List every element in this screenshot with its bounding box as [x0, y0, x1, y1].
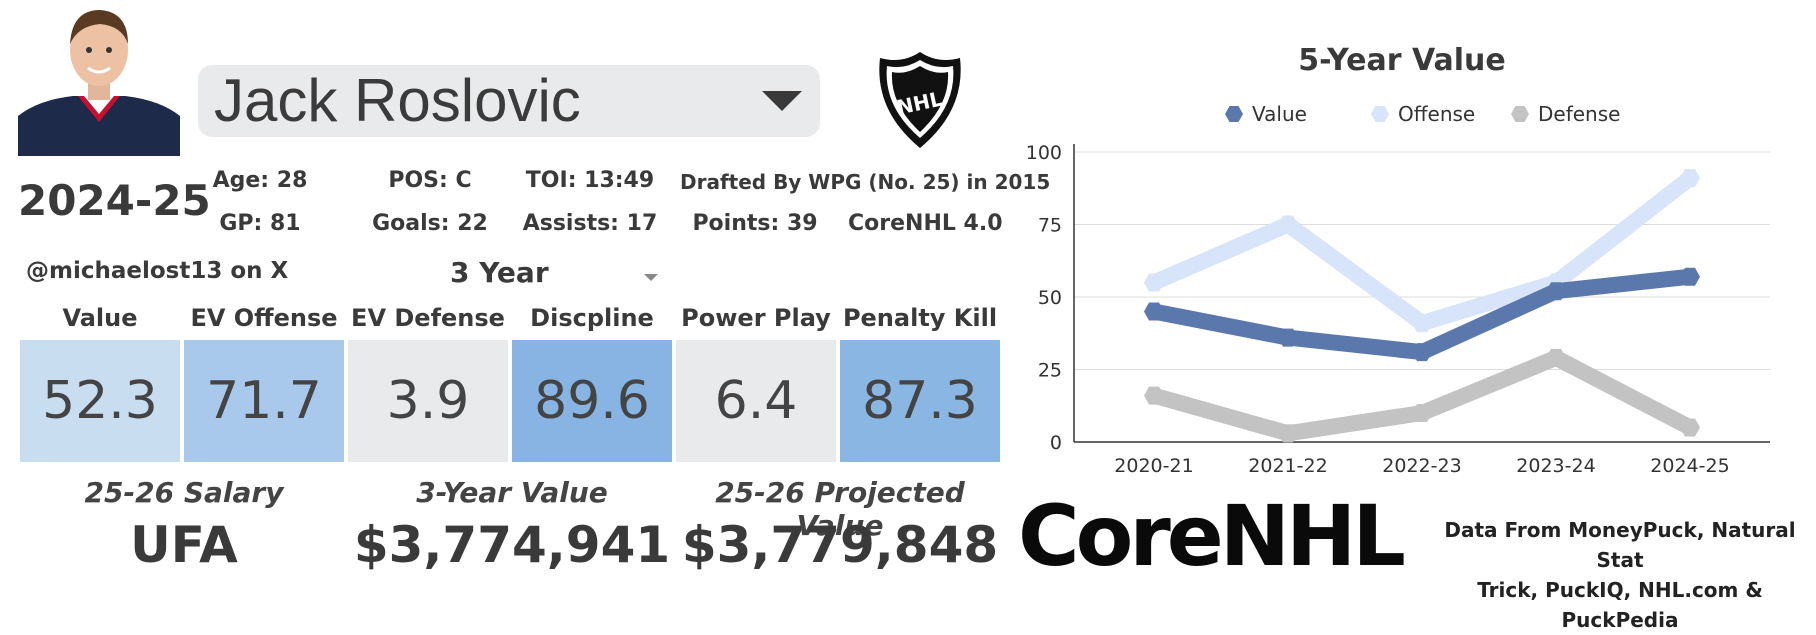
points-stat: Points: 39 — [692, 211, 818, 236]
salary-label: 25-26 Salary — [84, 476, 284, 509]
season-label: 2024-25 — [18, 176, 211, 225]
data-point-defense — [1144, 386, 1164, 405]
data-credit-line-1: Data From MoneyPuck, Natural Stat — [1444, 518, 1796, 572]
pos-stat: POS: C — [388, 168, 472, 193]
y-tick-label: 0 — [1050, 432, 1062, 454]
salary-value: UFA — [130, 516, 238, 574]
chevron-down-icon — [644, 274, 658, 281]
period-select-value: 3 Year — [450, 256, 549, 289]
data-point-value — [1144, 302, 1164, 321]
metric-box-value: 52.3 — [20, 340, 180, 462]
x-tick-label: 2021-22 — [1248, 455, 1327, 477]
metric-label-value: Value — [62, 304, 138, 332]
metric-label-power-play: Power Play — [681, 304, 831, 332]
toi-stat: TOI: 13:49 — [525, 168, 655, 193]
data-point-defense — [1546, 348, 1566, 367]
y-tick-label: 100 — [1026, 142, 1062, 164]
legend-label-offense: Offense — [1398, 102, 1475, 126]
svg-text:CoreNHL: CoreNHL — [1018, 495, 1404, 575]
data-point-offense — [1144, 273, 1164, 292]
metric-box-ev-defense: 3.9 — [348, 340, 508, 462]
social-handle: @michaelost13 on X — [26, 258, 289, 284]
data-point-offense — [1680, 169, 1700, 188]
projected-value: $3,779,848 — [681, 516, 999, 574]
player-avatar — [18, 4, 180, 156]
drafted-stat: Drafted By WPG (No. 25) in 2015 — [680, 170, 1051, 194]
player-name: Jack Roslovic — [214, 67, 581, 134]
x-tick-label: 2020-21 — [1114, 455, 1193, 477]
metric-label-ev-defense: EV Defense — [351, 304, 505, 332]
version-stat: CoreNHL 4.0 — [848, 211, 1003, 236]
metric-label-ev-offense: EV Offense — [190, 304, 338, 332]
legend-marker-defense — [1511, 106, 1529, 122]
chevron-down-icon — [762, 91, 802, 111]
x-tick-label: 2022-23 — [1382, 455, 1461, 477]
five-year-value-chart: 5-Year Value Value Offense Defense 0 25 50 75 10… — [1010, 40, 1800, 480]
data-point-offense — [1412, 314, 1432, 333]
assists-stat: Assists: 17 — [522, 211, 658, 236]
metric-label-discipline: Discpline — [530, 304, 654, 332]
goals-stat: Goals: 22 — [372, 211, 488, 236]
legend-marker-value — [1225, 106, 1243, 122]
data-credit: Data From MoneyPuck, Natural Stat Trick,… — [1430, 515, 1810, 635]
legend-label-value: Value — [1252, 102, 1307, 126]
metric-box-penalty-kill: 87.3 — [840, 340, 1000, 462]
data-point-defense — [1412, 404, 1432, 422]
chart-title: 5-Year Value — [1298, 43, 1506, 78]
y-tick-label: 75 — [1038, 215, 1062, 237]
data-point-value — [1412, 343, 1432, 362]
data-point-offense — [1278, 215, 1298, 234]
data-point-value — [1278, 328, 1298, 347]
x-tick-label: 2024-25 — [1650, 455, 1729, 477]
x-tick-label: 2023-24 — [1516, 455, 1595, 477]
player-select[interactable]: Jack Roslovic — [198, 65, 820, 137]
y-tick-label: 50 — [1038, 287, 1062, 309]
data-point-defense — [1680, 418, 1700, 437]
three-year-value: $3,774,941 — [353, 516, 671, 574]
age-stat: Age: 28 — [212, 168, 308, 193]
legend-label-defense: Defense — [1538, 102, 1620, 126]
data-point-value — [1680, 267, 1700, 286]
legend-marker-offense — [1371, 106, 1389, 122]
data-credit-line-2: Trick, PuckIQ, NHL.com & PuckPedia — [1477, 578, 1763, 632]
data-point-value — [1546, 282, 1566, 301]
metric-box-ev-offense: 71.7 — [184, 340, 344, 462]
metric-label-penalty-kill: Penalty Kill — [842, 304, 998, 332]
series-line-offense — [1146, 170, 1698, 332]
y-tick-label: 25 — [1038, 360, 1062, 382]
corenhl-logo: CoreNHL — [1018, 487, 1418, 585]
metric-box-power-play: 6.4 — [676, 340, 836, 462]
three-year-value-label: 3-Year Value — [416, 476, 608, 509]
gp-stat: GP: 81 — [219, 211, 301, 236]
projected-value-label: 25-26 Projected Value — [715, 476, 965, 542]
data-point-defense — [1278, 424, 1298, 443]
period-select[interactable]: 3 Year — [430, 256, 670, 290]
nhl-shield-icon: NHL — [874, 50, 966, 150]
metric-box-discipline: 89.6 — [512, 340, 672, 462]
